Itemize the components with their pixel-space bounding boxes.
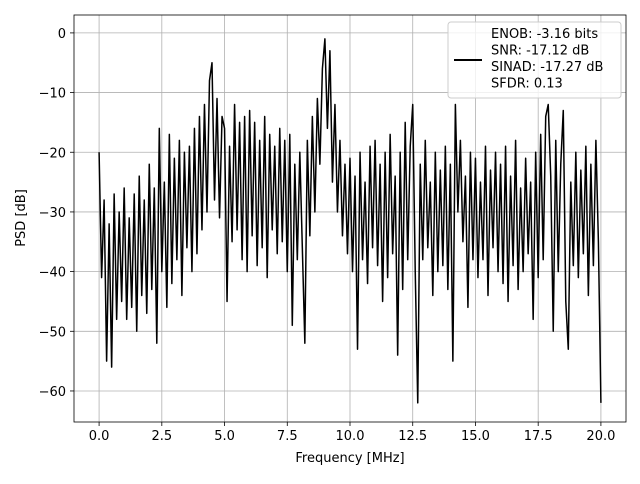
y-tick-label: −20	[39, 146, 66, 161]
x-tick-label: 12.5	[398, 429, 427, 444]
x-axis-label: Frequency [MHz]	[295, 451, 404, 466]
x-tick-label: 10.0	[336, 429, 365, 444]
legend-label: ENOB: -3.16 bits SNR: -17.12 dB SINAD: -17…	[491, 27, 603, 92]
y-tick-label: −30	[39, 206, 66, 221]
legend-line: SFDR: 0.13	[491, 77, 563, 92]
psd-line	[98, 38, 602, 404]
x-tick-label: 17.5	[524, 429, 553, 444]
y-tick-label: 0	[58, 27, 66, 42]
x-tick-label: 0.0	[89, 429, 110, 444]
y-axis-label: PSD [dB]	[14, 189, 29, 247]
y-tick-label: −60	[39, 385, 66, 400]
x-tick-label: 5.0	[214, 429, 235, 444]
x-tick-label: 20.0	[586, 429, 615, 444]
y-tick-label: −10	[39, 87, 66, 102]
plot-frame	[73, 14, 627, 423]
legend-line: ENOB: -3.16 bits	[491, 27, 598, 42]
x-tick-label: 2.5	[151, 429, 172, 444]
y-tick-label: −50	[39, 325, 66, 340]
x-tick-label: 15.0	[461, 429, 490, 444]
y-tick-label: −40	[39, 266, 66, 281]
legend-line: SINAD: -17.27 dB	[491, 60, 603, 75]
x-tick-label: 7.5	[277, 429, 298, 444]
legend-box	[447, 21, 622, 99]
legend-line: SNR: -17.12 dB	[491, 44, 589, 59]
